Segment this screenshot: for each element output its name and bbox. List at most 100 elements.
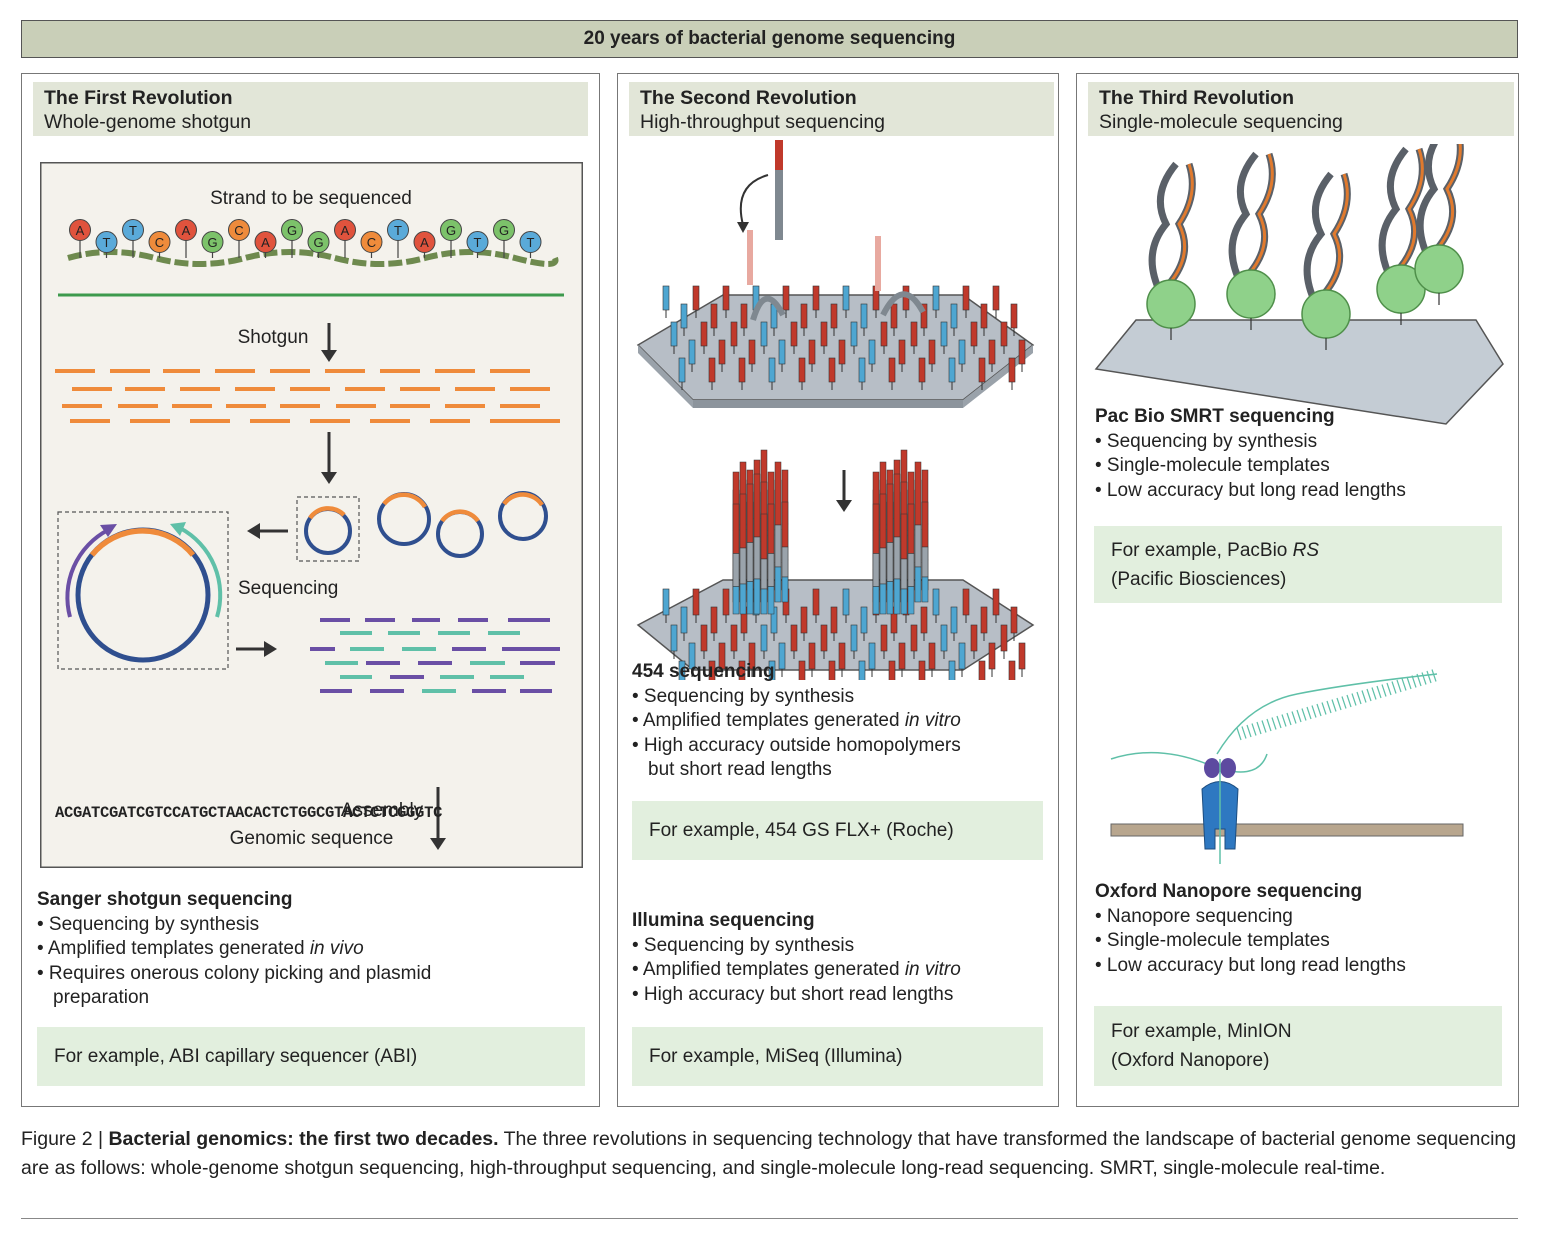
template-strand — [928, 339, 936, 365]
polymerase-icon — [1301, 289, 1351, 339]
template-strand — [918, 660, 926, 680]
template-strand — [662, 285, 670, 311]
pacbio-bullet-1: • Sequencing by synthesis — [1095, 430, 1318, 452]
dna-template — [1378, 146, 1409, 281]
flowcell-upper — [636, 140, 1035, 408]
base-g-icon — [440, 219, 462, 241]
template-strand — [708, 357, 716, 383]
base-t-icon — [519, 231, 542, 253]
template-strand — [760, 321, 768, 347]
base-c-icon — [228, 219, 250, 241]
nanopore-bullet-3: • Low accuracy but long read lengths — [1095, 954, 1406, 976]
base-t-icon — [466, 231, 489, 253]
nanopore-example-box: For example, MinION (Oxford Nanopore) — [1094, 1006, 1502, 1086]
base-label: C — [155, 235, 164, 250]
illumina-description: Illumina sequencing • Sequencing by synt… — [632, 909, 1052, 1007]
template-strand — [800, 303, 808, 329]
base-label: T — [129, 223, 137, 238]
template-strand — [830, 606, 838, 634]
base-a-icon — [175, 219, 197, 241]
template-strand — [932, 285, 940, 311]
template-strand — [978, 660, 986, 680]
template-strand — [782, 285, 790, 311]
base-label: G — [499, 223, 509, 238]
caption-rule — [21, 1218, 1518, 1219]
template-strand — [790, 321, 798, 347]
sanger-bullet-1: • Sequencing by synthesis — [37, 913, 260, 935]
base-label: A — [182, 223, 191, 238]
template-strand — [768, 357, 776, 383]
sequencing-box — [57, 511, 229, 670]
template-strand — [748, 339, 756, 365]
template-strand — [868, 339, 876, 365]
template-strand — [880, 321, 888, 347]
template-strand — [692, 285, 700, 311]
right-arrow-icon — [236, 641, 277, 657]
template-strand — [808, 339, 816, 365]
template-strand — [890, 303, 898, 329]
s454-bullet-1: • Sequencing by synthesis — [632, 685, 855, 707]
pacbio-title: Pac Bio SMRT sequencing — [1095, 406, 1335, 427]
flowcell-lower — [636, 449, 1035, 680]
template-strand — [738, 660, 746, 680]
base-label: T — [394, 223, 402, 238]
cluster-strand — [732, 503, 740, 554]
s454-description: 454 sequencing • Sequencing by synthesis… — [632, 660, 1052, 783]
cluster-strand — [900, 513, 908, 560]
template-strand — [962, 285, 970, 311]
panel-first-revolution: The First Revolution Whole-genome shotgu… — [21, 73, 600, 1107]
template-strand — [820, 624, 828, 652]
cluster-strand — [781, 501, 789, 548]
sanger-example: For example, ABI capillary sequencer (AB… — [54, 1046, 418, 1067]
genomic-sequence-label: Genomic sequence — [229, 828, 394, 849]
nanopore-example-line1: For example, MinION — [1111, 1021, 1292, 1042]
template-strand — [1000, 624, 1008, 652]
shotgun-label: Shotgun — [238, 327, 309, 348]
template-strand — [812, 588, 820, 616]
template-strand — [798, 660, 806, 680]
template-strand — [910, 321, 918, 347]
base-c-icon — [148, 231, 171, 253]
template-strand — [722, 285, 730, 311]
genomic-sequence-text: ACGATCGATCGTCCATGCTAACACTCTGGCGTACTCTCGG… — [55, 804, 443, 822]
template-strand — [858, 357, 866, 383]
panel1-subtitle: Whole-genome shotgun — [44, 111, 252, 133]
cluster-strand — [921, 501, 929, 548]
nanopore-bullet-1: • Nanopore sequencing — [1095, 905, 1293, 927]
template-strand — [812, 285, 820, 311]
panel-third-revolution: The Third Revolution Single-molecule seq… — [1076, 73, 1519, 1107]
sequencing-label: Sequencing — [238, 578, 338, 599]
template-strand — [950, 303, 958, 329]
template-strand — [700, 321, 708, 347]
pacbio-example-line1: For example, PacBio RS — [1111, 539, 1320, 561]
illumina-bullet-3: • High accuracy but short read lengths — [632, 983, 954, 1005]
base-label: T — [103, 235, 111, 250]
base-label: G — [287, 223, 297, 238]
template-strand — [828, 660, 836, 680]
cluster-strand — [746, 483, 754, 543]
strand-label: Strand to be sequenced — [210, 188, 412, 209]
base-t-icon — [95, 231, 118, 253]
sanger-bullet-3-cont: preparation — [53, 987, 150, 1008]
s454-example: For example, 454 GS FLX+ (Roche) — [649, 820, 954, 841]
pacbio-bullet-2: • Single-molecule templates — [1095, 455, 1330, 476]
template-strand — [790, 624, 798, 652]
template-strand — [860, 303, 868, 329]
fragment-rows — [55, 369, 560, 423]
base-label: A — [76, 223, 85, 238]
template-strand — [842, 285, 850, 311]
template-strand — [830, 303, 838, 329]
template-strand — [858, 660, 866, 680]
template-strand — [680, 606, 688, 634]
template-strand — [888, 660, 896, 680]
panel3-subtitle: Single-molecule sequencing — [1099, 111, 1343, 133]
template-strand — [880, 624, 888, 652]
template-strand — [842, 588, 850, 616]
dna-strand — [67, 249, 559, 267]
template-strand — [692, 588, 700, 616]
template-strand — [850, 321, 858, 347]
dna-template — [1303, 171, 1334, 306]
sanger-example-box: For example, ABI capillary sequencer (AB… — [37, 1027, 585, 1086]
down-arrow-icon — [836, 470, 852, 512]
